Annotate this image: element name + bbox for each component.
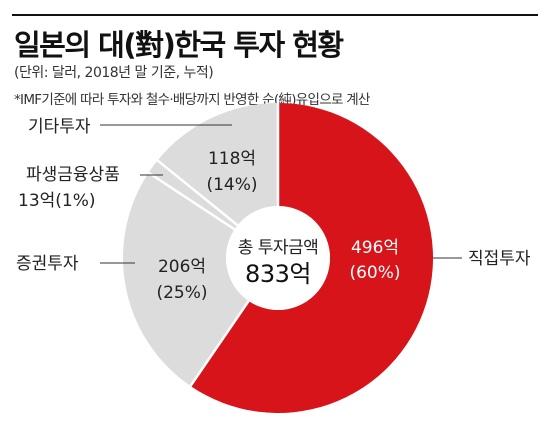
slice-percent-direct: (60%) [349, 263, 400, 283]
slice-value-other: 118억 [208, 149, 256, 169]
slice-percent-other: (14%) [206, 175, 257, 195]
category-direct: 직접투자 [468, 249, 531, 269]
center-label: 총 투자금액 [238, 238, 319, 258]
category-derivatives: 파생금융상품 [26, 165, 120, 185]
slice-percent-securities: (25%) [156, 283, 207, 303]
slice-securities [123, 172, 249, 386]
slice-separator [147, 171, 236, 231]
slices-group [123, 102, 433, 413]
slice-other [157, 103, 278, 226]
chart-title: 일본의 대(對)한국 투자 현황 [14, 28, 344, 62]
slice-separator [155, 158, 239, 227]
category-other: 기타투자 [28, 117, 91, 137]
chart-subtitle: (단위: 달러, 2018년 말 기준, 누적) [14, 65, 214, 81]
donut-hole [226, 206, 330, 310]
top-rule [12, 14, 538, 16]
value-derivatives: 13억(1%) [18, 191, 96, 211]
slice-derivatives [148, 160, 238, 230]
center-value: 833억 [245, 260, 311, 288]
slice-value-securities: 206억 [158, 257, 206, 277]
slice-value-direct: 496억 [351, 238, 399, 258]
category-securities: 증권투자 [16, 254, 79, 274]
slice-separator [188, 300, 250, 388]
slice-direct [190, 103, 433, 413]
